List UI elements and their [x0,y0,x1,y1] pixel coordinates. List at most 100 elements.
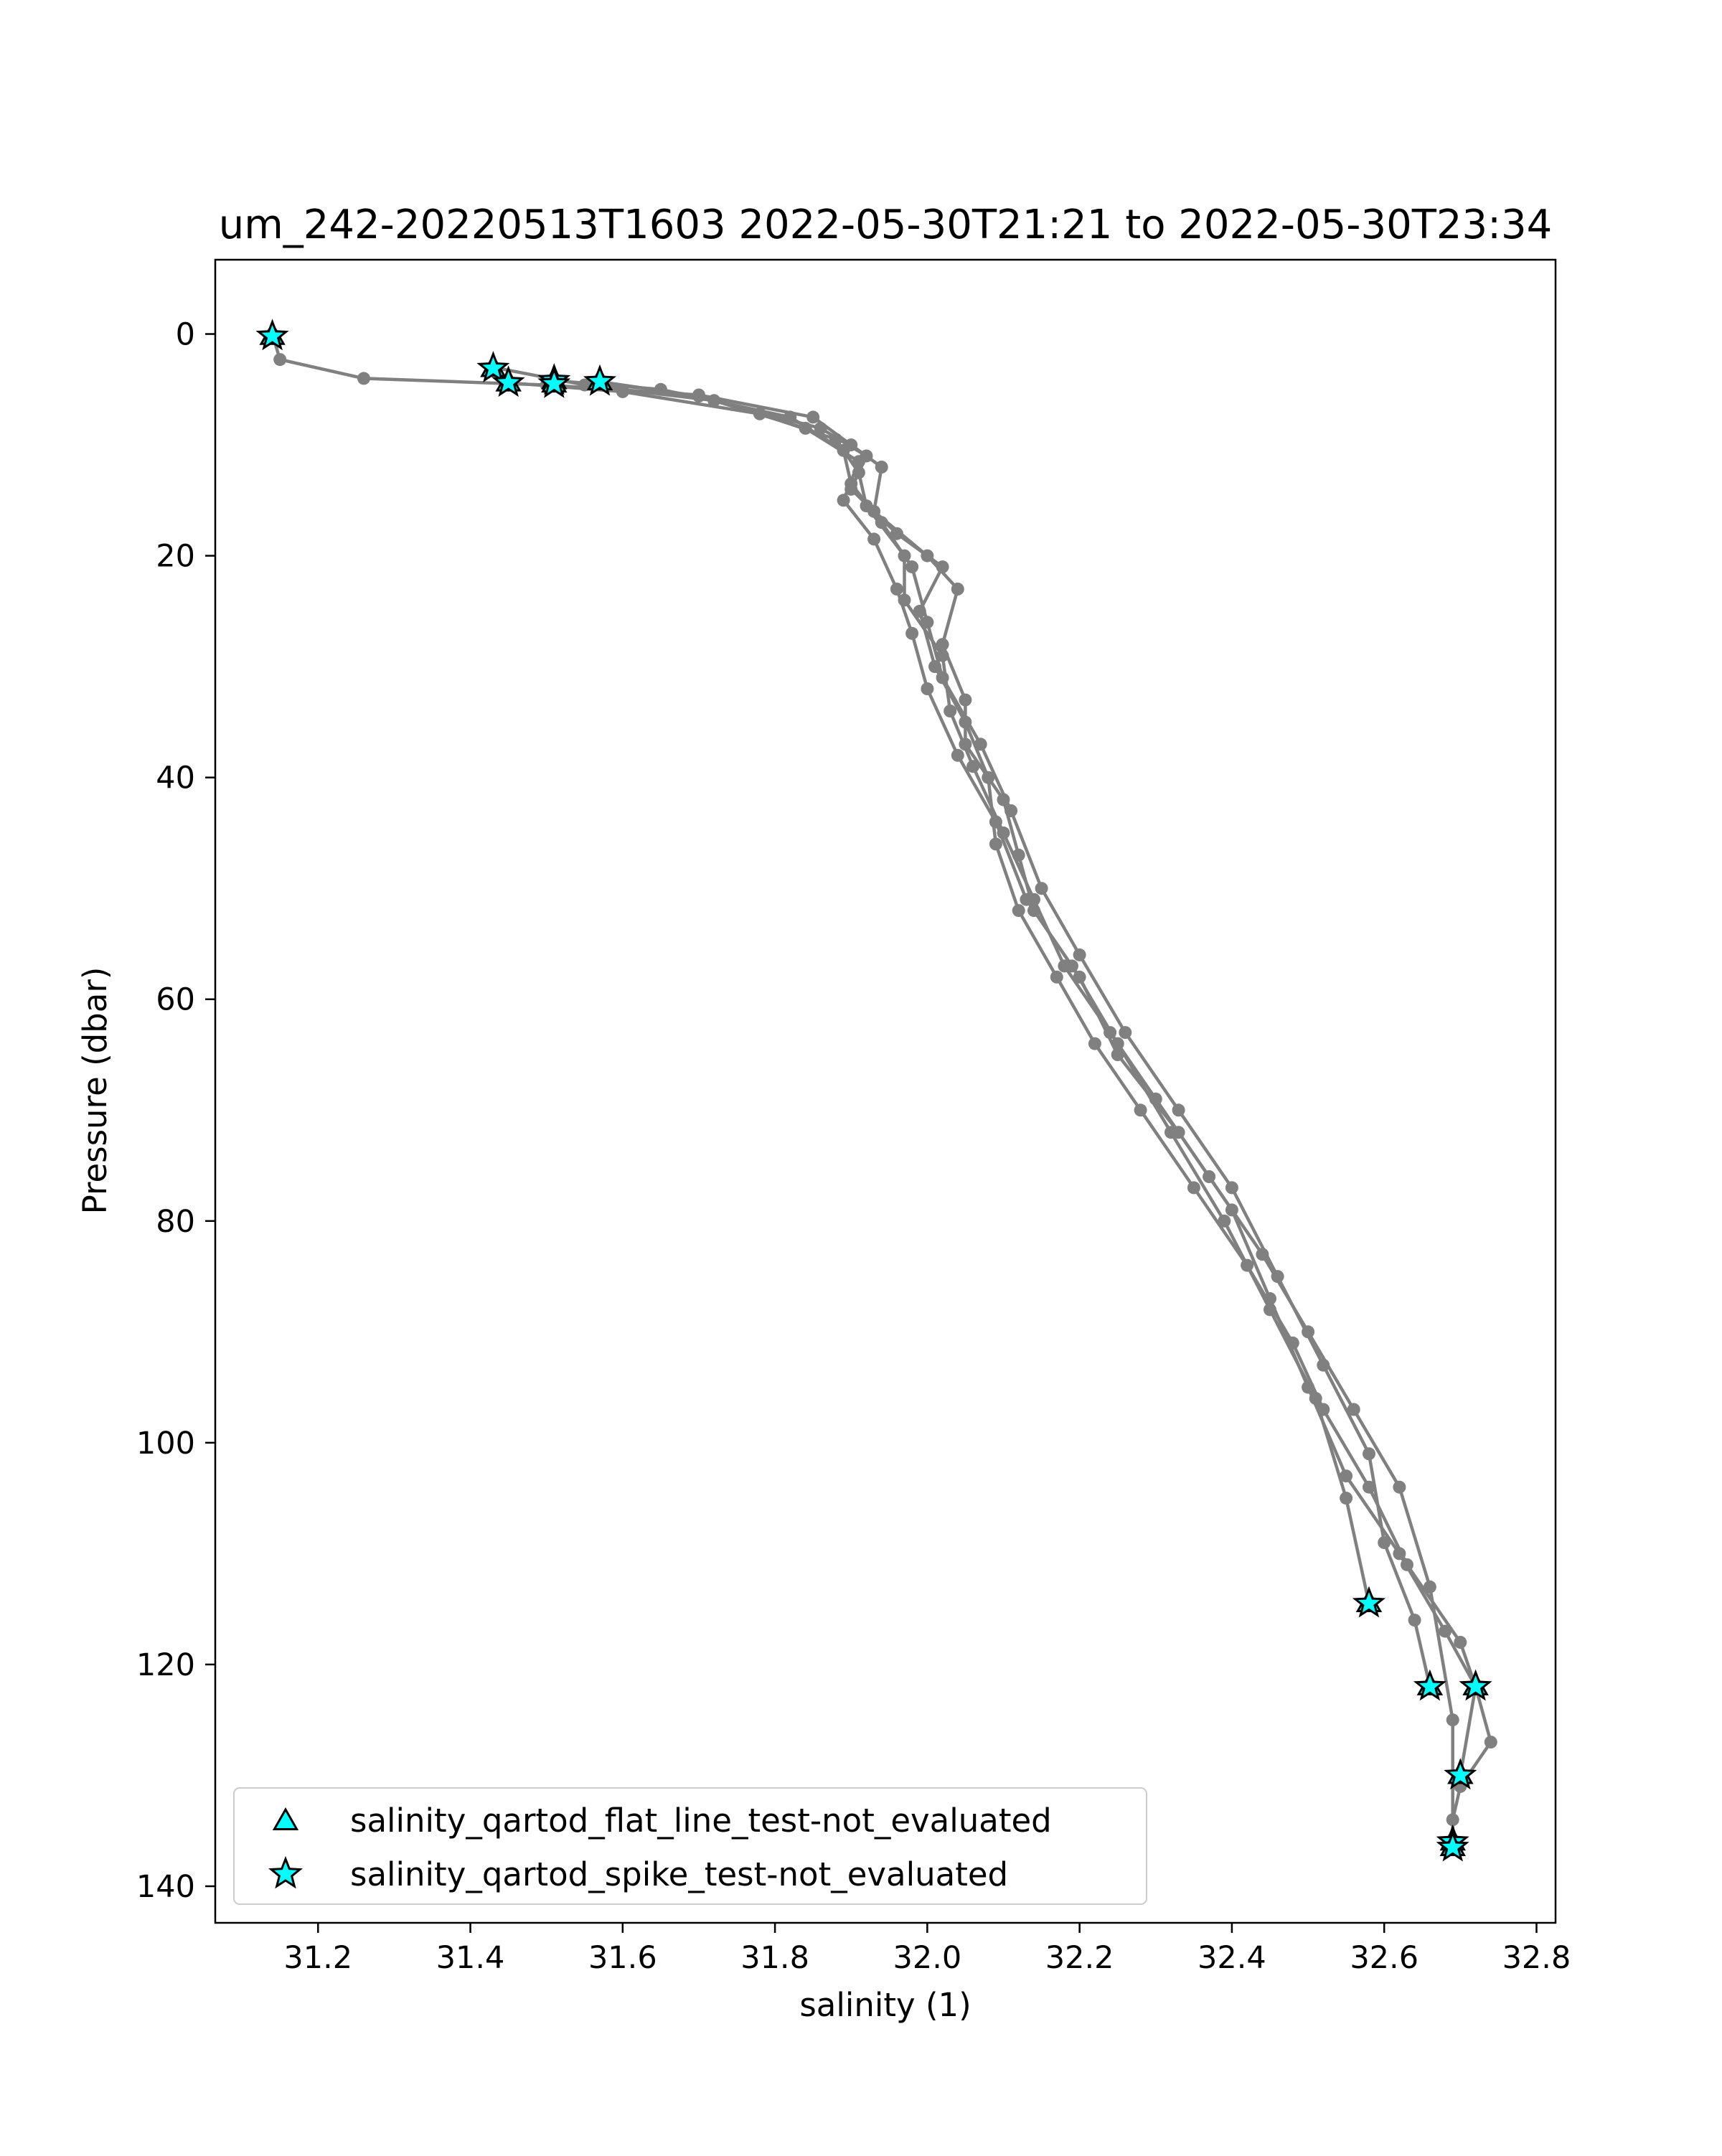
data-point [1004,804,1018,817]
data-point [1317,1358,1330,1372]
data-point [1088,1037,1101,1050]
data-point [936,560,949,574]
data-point [1446,1713,1459,1727]
spike-flag-marker [1352,1586,1386,1618]
data-point [1423,1580,1436,1594]
data-point [867,532,881,546]
data-point [936,649,949,662]
data-point [1225,1181,1238,1195]
data-point [936,671,949,684]
data-point [1401,1558,1413,1571]
data-point [989,815,1002,829]
data-point [1035,882,1048,895]
data-point [1454,1636,1467,1649]
data-point [1439,1624,1452,1638]
y-tick-label: 100 [136,1426,195,1461]
data-point [1363,1480,1375,1494]
data-point [1393,1480,1406,1494]
x-axis-label: salinity (1) [799,1986,971,2024]
data-point [1165,1126,1177,1139]
data-point [966,760,980,773]
spike-flag-marker [476,351,510,383]
data-point [1134,1103,1147,1117]
x-tick-label: 32.8 [1502,1940,1571,1976]
y-tick-label: 0 [176,317,195,353]
data-point [875,461,888,474]
data-point [1347,1403,1360,1416]
data-point [989,837,1002,851]
data-point [890,527,903,540]
profile-line [599,380,1371,1604]
x-tick-label: 31.4 [436,1940,505,1976]
y-tick-label: 20 [156,539,195,575]
data-point [1012,904,1025,918]
plot-frame [214,258,1557,1924]
legend-label: salinity_qartod_flat_line_test-not_evalu… [350,1802,1052,1840]
x-axis: 31.2 31.4 31.6 31.8 32.0 32.2 32.4 32.6 32.8 [283,1923,1571,1976]
data-point [1172,1103,1185,1117]
data-point [974,738,987,751]
data-point [1340,1492,1353,1505]
y-tick-label: 80 [156,1204,195,1240]
data-point [1340,1469,1353,1483]
data-point [936,638,949,651]
spike-flag-marker [1459,1669,1492,1701]
data-point [692,390,705,403]
legend-triangle-icon [272,1807,299,1830]
data-point [357,372,370,385]
data-point [616,385,629,398]
x-tick-label: 32.4 [1198,1940,1266,1976]
data-point [921,682,934,695]
data-point [905,626,919,640]
spike-flag-marker [583,364,617,396]
data-point [1111,1037,1124,1050]
data-point [905,560,919,574]
plot-layer [255,319,1497,1862]
profile-5 [593,375,1375,1610]
data-point [951,583,964,596]
data-point [982,771,995,784]
data-point [959,693,972,707]
data-point [1264,1303,1276,1317]
y-axis-label: Pressure (dbar) [76,967,114,1215]
x-tick-label: 31.8 [740,1940,809,1976]
y-tick-label: 40 [156,761,195,796]
data-point [1484,1736,1497,1749]
data-point [799,421,812,435]
data-point [1119,1026,1132,1040]
data-point [1271,1270,1284,1284]
data-point [273,353,287,367]
x-tick-label: 32.0 [893,1940,962,1976]
y-tick-label: 60 [156,982,195,1018]
spike-flag-marker [491,365,525,397]
chart-title: um_242-20220513T1603 2022-05-30T21:21 to… [219,202,1553,248]
y-axis: 0 20 40 60 80 100 120 140 [136,317,215,1905]
spike-flag-marker [1436,1830,1469,1862]
y-tick-label: 140 [136,1869,195,1905]
x-tick-label: 31.6 [588,1940,657,1976]
spike-flag-marker [255,319,289,351]
data-point [1073,948,1086,961]
spike-flag-marker [1444,1758,1477,1790]
data-point [784,410,797,424]
data-point [951,748,964,762]
data-point [1203,1170,1216,1183]
legend: salinity_qartod_flat_line_test-not_evalu… [233,1787,1147,1905]
data-point [1363,1447,1375,1461]
spike-flag-marker [1413,1669,1446,1701]
legend-box [233,1787,1147,1905]
data-point [1378,1536,1391,1549]
legend-label: salinity_qartod_spike_test-not_evaluated [350,1855,1008,1893]
data-point [1020,893,1033,906]
y-tick-label: 120 [136,1647,195,1683]
data-point [1408,1614,1421,1627]
data-point [921,616,934,629]
data-point [1187,1181,1200,1195]
data-point [890,583,903,596]
data-point [837,494,850,507]
data-point [944,705,957,717]
data-point [806,410,820,424]
data-point [1065,959,1078,973]
